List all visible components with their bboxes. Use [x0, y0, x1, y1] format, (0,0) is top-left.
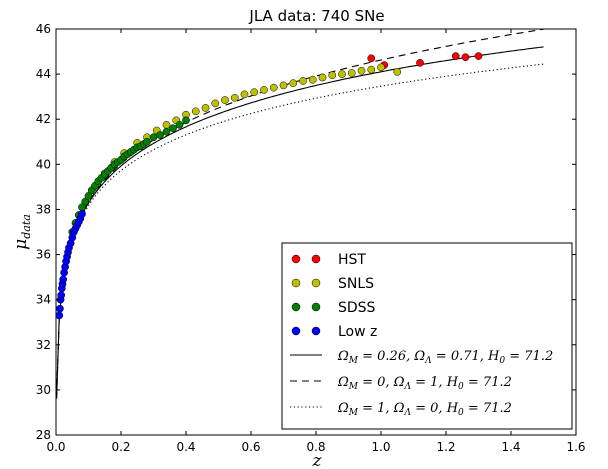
legend-marker-sdss [311, 302, 321, 312]
x-tick-label: 1.4 [501, 440, 520, 454]
y-tick-label: 28 [36, 428, 51, 442]
point-snls [357, 66, 366, 75]
point-snls [279, 81, 288, 90]
point-snls [367, 65, 376, 74]
point-snls [240, 90, 249, 99]
point-sdss [162, 127, 171, 136]
point-snls [269, 83, 278, 92]
point-sdss [149, 133, 158, 142]
y-tick-label: 46 [36, 22, 51, 36]
point-snls [299, 77, 307, 85]
y-tick-label: 34 [36, 293, 51, 307]
point-sdss [175, 121, 184, 129]
point-snls [201, 104, 210, 112]
legend-marker-sdss [291, 302, 301, 312]
legend-label-dashed: ΩM = 0, ΩΛ = 1, H0 = 71.2 [337, 375, 512, 392]
y-axis-label-sub: data [20, 214, 33, 239]
y-axis-label: μdata [11, 214, 33, 250]
model-curve-dotted [56, 63, 544, 399]
point-hst [474, 52, 483, 60]
point-snls [260, 86, 268, 94]
point-snls [250, 88, 259, 97]
point-snls [338, 70, 346, 78]
x-tick-label: 0.6 [241, 440, 260, 454]
legend-label-snls: SNLS [338, 276, 374, 292]
point-snls [221, 96, 229, 104]
legend-marker-snls [311, 278, 321, 288]
legend: HST SNLS SDSS Low z ΩM = 0.26, ΩΛ = 0.71, H0… [281, 242, 573, 430]
y-tick-label: 36 [36, 248, 51, 262]
y-tick-label: 38 [36, 202, 51, 216]
x-tick-label: 0.2 [111, 440, 130, 454]
point-snls [347, 69, 356, 77]
point-low-z [78, 210, 86, 218]
x-tick-label: 0.4 [176, 440, 195, 454]
point-snls [289, 79, 298, 87]
y-tick-label: 44 [36, 67, 51, 81]
point-hst [461, 53, 470, 62]
point-sdss [143, 137, 151, 146]
y-axis-label-base: μ [11, 239, 31, 250]
point-snls [211, 99, 220, 108]
legend-label-low-z: Low z [338, 324, 377, 340]
legend-label-dotted: ΩM = 1, ΩΛ = 0, H0 = 71.2 [337, 401, 512, 418]
point-snls [191, 107, 200, 116]
x-tick-label: 0.0 [46, 440, 65, 454]
legend-label-sdss: SDSS [338, 300, 376, 316]
legend-marker-hst [311, 254, 321, 264]
point-snls [308, 75, 317, 84]
point-hst [367, 54, 376, 63]
legend-marker-low-z [311, 326, 321, 336]
y-tick-label: 40 [36, 157, 51, 171]
point-snls [162, 121, 171, 129]
point-sdss [156, 131, 164, 139]
point-snls [328, 71, 337, 80]
x-tick-label: 1.6 [566, 440, 585, 454]
x-tick-label: 1.2 [436, 440, 455, 454]
point-snls [377, 63, 385, 72]
point-low-z [59, 275, 68, 284]
legend-marker-snls [291, 278, 301, 288]
x-axis-label: z [312, 451, 323, 469]
x-tick-label: 0.8 [306, 440, 325, 454]
point-low-z [56, 304, 64, 313]
point-snls [230, 93, 239, 102]
legend-marker-hst [291, 254, 301, 264]
point-sdss [182, 116, 190, 125]
legend-marker-low-z [291, 326, 301, 336]
point-hst [416, 58, 424, 67]
axes: 0.0 0.2 0.4 0.6 0.8 1.0 1.2 1.4 1.6 28 30 32 34 36 38 4… [36, 22, 586, 454]
legend-box [281, 242, 573, 430]
point-snls [318, 73, 327, 82]
point-low-z [57, 291, 66, 300]
point-sdss [169, 124, 177, 133]
point-low-z [55, 311, 64, 320]
y-tick-label: 42 [36, 112, 51, 126]
legend-label-solid: ΩM = 0.26, ΩΛ = 0.71, H0 = 71.2 [337, 349, 553, 366]
point-hst [451, 52, 460, 60]
chart-title: JLA data: 740 SNe [248, 7, 384, 25]
data-points [55, 52, 483, 320]
y-tick-label: 30 [36, 383, 51, 397]
y-tick-label: 32 [36, 338, 51, 352]
point-snls [393, 68, 402, 76]
legend-label-hst: HST [338, 252, 366, 268]
x-tick-label: 1.0 [371, 440, 390, 454]
